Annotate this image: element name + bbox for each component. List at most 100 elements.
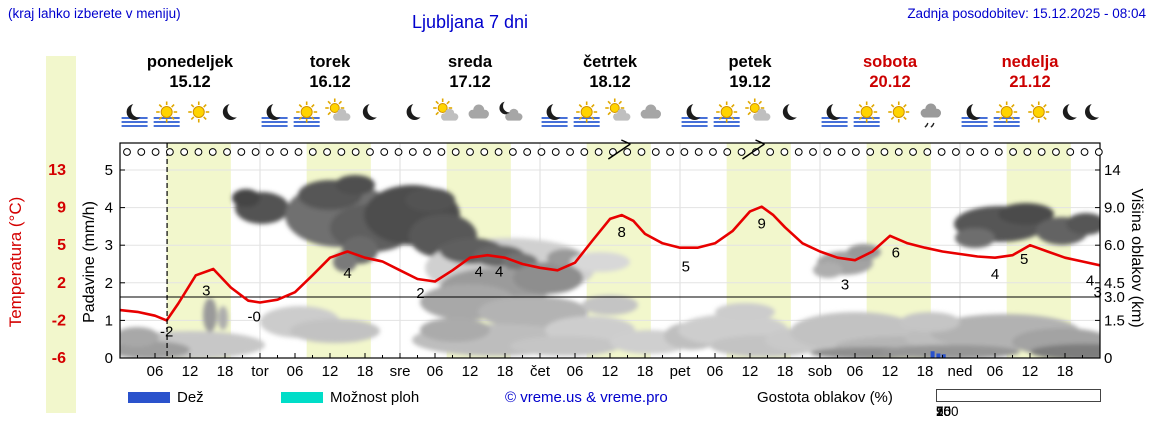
left-margin-band (46, 56, 76, 413)
cloud-cover-symbol (880, 148, 889, 156)
precipitation-tick-label: 0 (105, 350, 113, 367)
cloud-blob (218, 306, 228, 330)
x-axis-day-label: pet (670, 363, 692, 380)
cloud-cover-symbol (1023, 148, 1032, 156)
cloud-cover-symbol (551, 148, 560, 156)
cloud-cover-symbol (151, 148, 160, 156)
density-tick-label: 100 (936, 404, 959, 419)
x-axis-day-label: sob (808, 363, 832, 380)
credit-link[interactable]: © vreme.us & vreme.pro (505, 389, 668, 406)
day-date: 20.12 (869, 73, 911, 91)
cloud-cover-symbol (680, 148, 689, 156)
wind-barb-icon (607, 139, 631, 160)
temperature-value-label: 4 (1086, 272, 1094, 289)
cloud-blob (847, 244, 881, 260)
x-axis-hour-label: 06 (567, 363, 584, 380)
cloud-cover-symbol (480, 148, 489, 156)
temperature-value-label: -2 (160, 324, 173, 341)
cloud-cover-symbol (1066, 148, 1075, 156)
temperature-tick-label: 2 (57, 275, 66, 292)
cloud-blob (582, 295, 638, 315)
cloud-blob (880, 345, 1020, 358)
cloud-cover-symbol (780, 148, 789, 156)
cloud-cover-symbol (651, 148, 660, 156)
sun-icon (888, 101, 910, 123)
cloud-cover-symbol (766, 148, 775, 156)
showers-legend-swatch (281, 392, 323, 403)
cloud-blob (813, 262, 843, 278)
temperature-value-label: 5 (1020, 251, 1028, 268)
temperature-value-label: 8 (617, 224, 625, 241)
density-tick-label: 90 (936, 404, 952, 419)
cloud-cover-symbol (280, 148, 289, 156)
precipitation-tick-label: 2 (105, 275, 113, 292)
temperature-value-label: -0 (247, 309, 260, 326)
x-axis-hour-label: 18 (917, 363, 934, 380)
cloud-cover-symbol (623, 148, 632, 156)
cloud-cover-symbol (323, 148, 331, 156)
temperature-line (120, 205, 1100, 322)
moon-icon (407, 104, 423, 120)
cloud-cover-symbol (537, 148, 546, 156)
cloud-height-tick-label: 3.0 (1104, 289, 1125, 306)
cloud-density-label: Gostota oblakov (%) (757, 389, 893, 406)
cloud-cover-symbol (866, 148, 875, 156)
cloud-blob (513, 262, 583, 294)
x-axis-hour-label: 12 (462, 363, 479, 380)
day-name: petek (728, 53, 772, 71)
moon-fog-icon (121, 104, 148, 127)
sun-fog-icon (573, 101, 600, 127)
cloud-blob (290, 319, 380, 343)
page-title: Ljubljana 7 dni (411, 12, 529, 32)
cloud-cover-symbol (666, 148, 674, 156)
x-axis-day-label: tor (251, 363, 269, 380)
temperature-value-label: 9 (757, 216, 765, 233)
cloud-cover-symbol (180, 148, 189, 156)
temperature-value-label: 4 (991, 266, 999, 283)
cloud-cover-row (123, 148, 1103, 156)
cloud-height-tick-label: 9.0 (1104, 200, 1125, 217)
temperature-value-label: 3 (202, 282, 210, 299)
sun-fog-icon (713, 101, 740, 127)
sun-cloud-icon (745, 98, 771, 121)
day-name: sobota (862, 53, 918, 71)
x-axis-hour-label: 12 (322, 363, 339, 380)
rain-legend-swatch (128, 392, 170, 403)
cloud-cover-symbol (594, 148, 603, 156)
cloud-cover-symbol (1094, 148, 1103, 156)
cloud-layer (120, 175, 1100, 358)
cloud-cover-symbol (380, 148, 389, 156)
sun-cloud-icon (605, 98, 631, 121)
day-name: četrtek (582, 53, 638, 71)
cloud-cover-symbol (337, 148, 346, 156)
sun-icon (188, 101, 210, 123)
cloud-cover-symbol (851, 148, 860, 156)
cloud-cover-symbol (994, 148, 1003, 156)
day-header-četrtek: četrtek 18.12 (583, 52, 637, 92)
temperature-value-label: 3 (841, 277, 849, 294)
cloud-moon-icon (499, 102, 523, 121)
cloud-blob (405, 188, 455, 212)
cloud-cover-symbol (437, 148, 446, 156)
cloud-cover-symbol (937, 148, 946, 156)
cloud-cover-symbol (637, 148, 646, 156)
cloud-cover-symbol (566, 148, 574, 156)
x-axis-hour-label: 12 (602, 363, 619, 380)
cloud-icon (468, 104, 489, 119)
cloud-blob (1066, 213, 1100, 235)
cloud-cover-symbol (1037, 148, 1046, 156)
cloud-cover-symbol (809, 148, 817, 156)
moon-icon (223, 104, 239, 120)
moon-icon (363, 104, 379, 120)
cloud-blob (120, 327, 159, 347)
cloud-cover-symbol (1080, 148, 1089, 156)
cloud-cover-symbol (523, 148, 532, 156)
sun-icon (1028, 101, 1050, 123)
cloud-blob (998, 203, 1054, 225)
cloud-height-tick-label: 0 (1104, 350, 1112, 367)
day-name: sreda (447, 53, 493, 71)
temperature-value-label: 4 (343, 265, 351, 282)
moon-fog-icon (541, 104, 568, 127)
